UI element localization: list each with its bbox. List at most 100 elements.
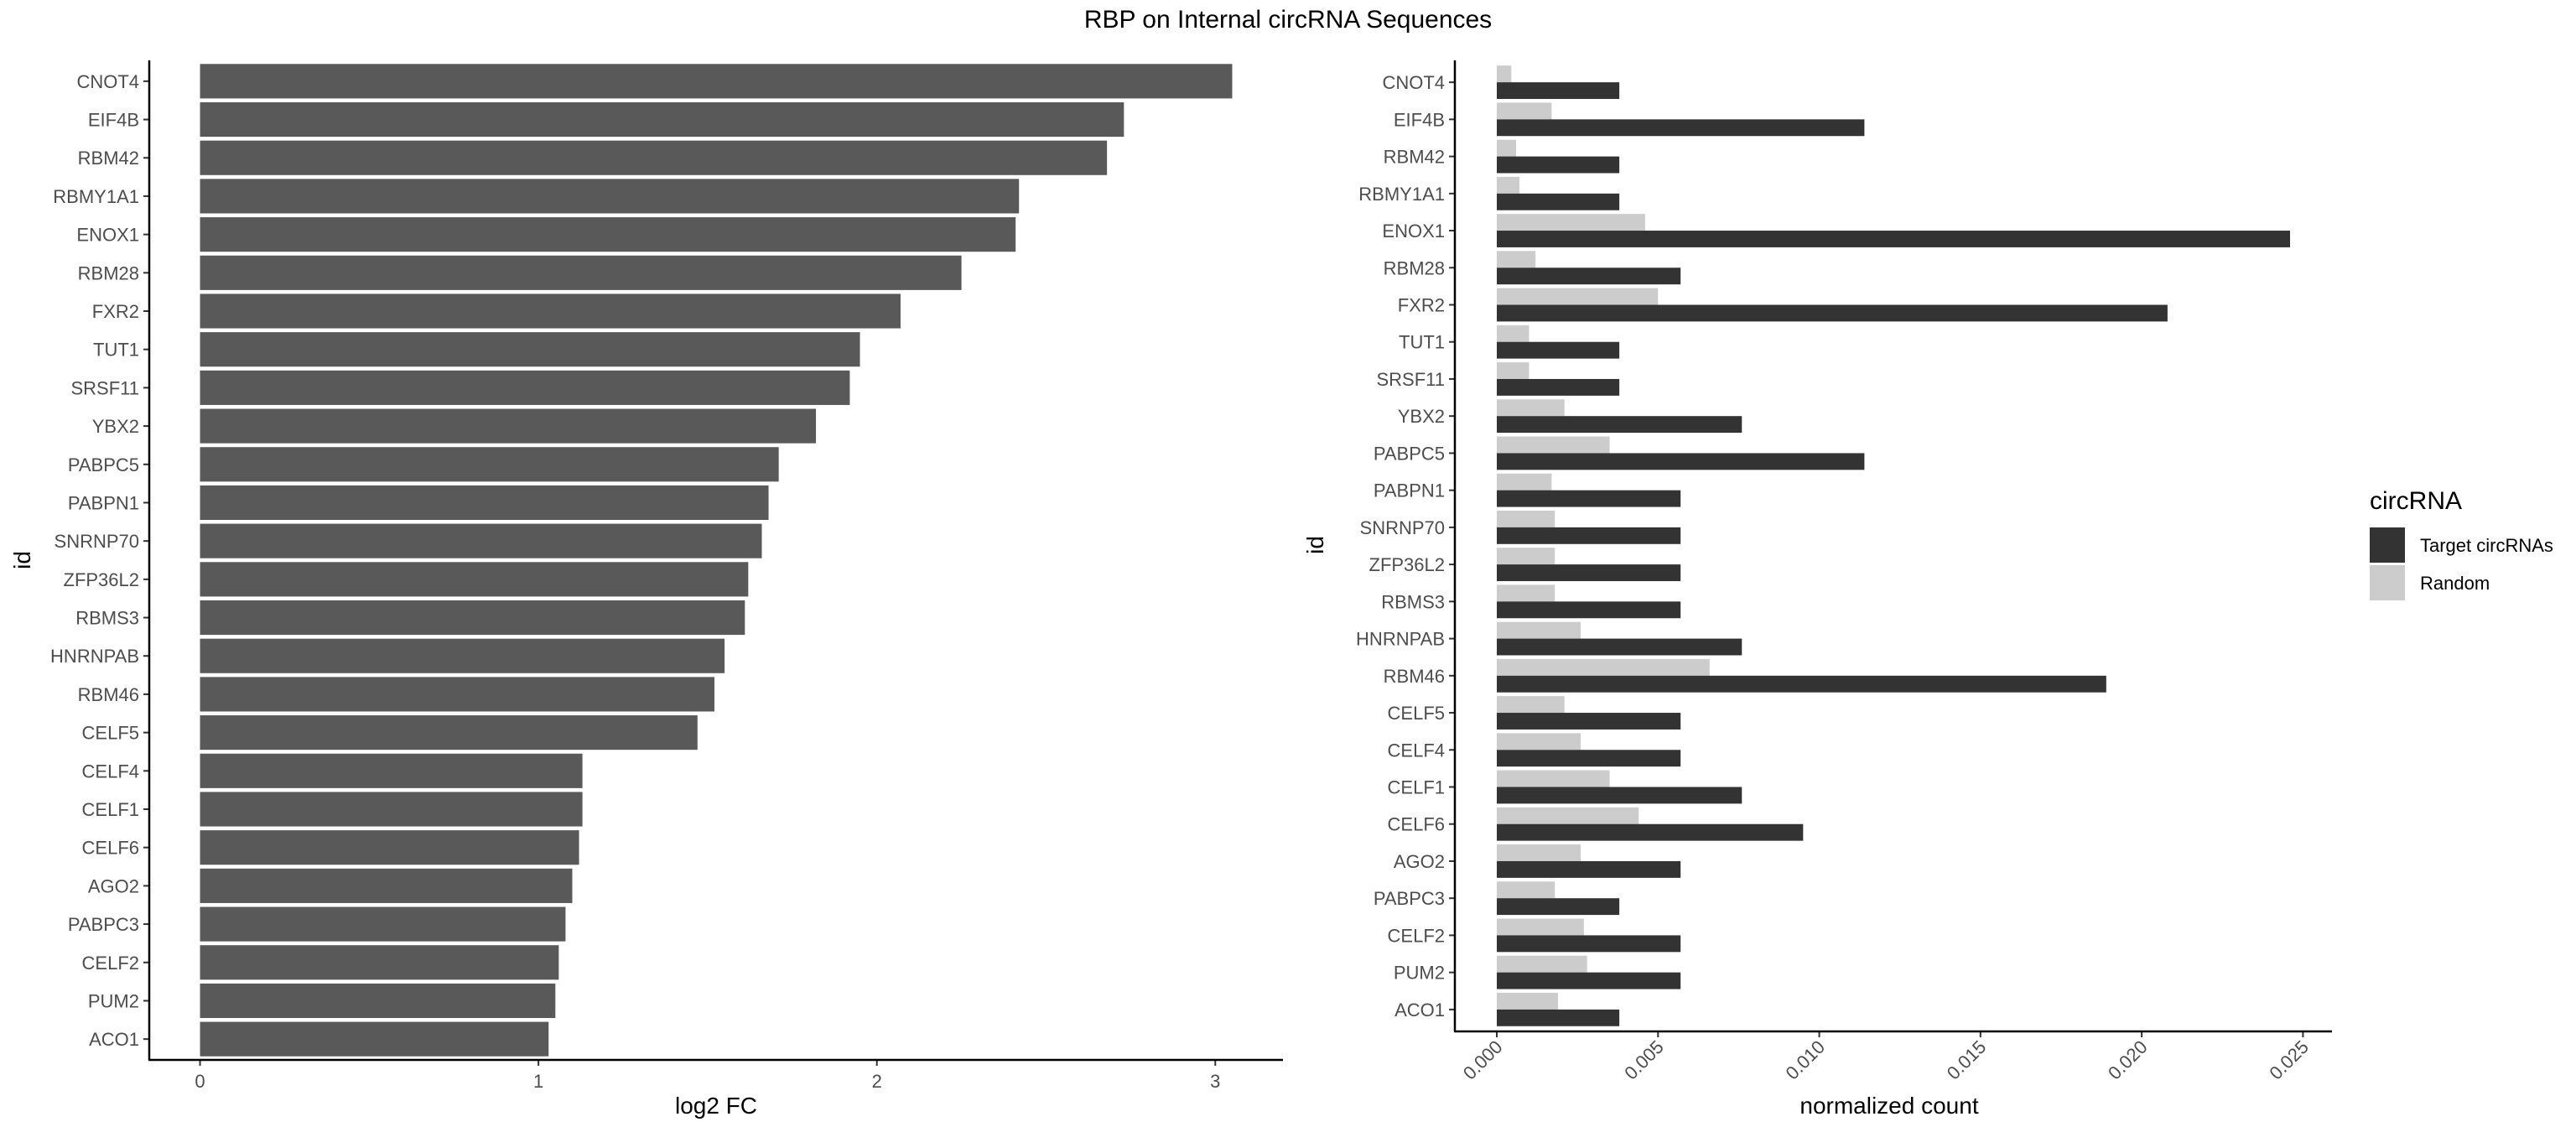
y-tick-label: AGO2 <box>88 875 139 896</box>
bar-target <box>1496 341 1620 359</box>
y-tick-label: ACO1 <box>89 1029 139 1050</box>
y-tick-label: FXR2 <box>92 301 139 322</box>
bar-random <box>1496 881 1555 899</box>
bar-target <box>1496 713 1681 730</box>
y-tick-label: FXR2 <box>1398 295 1445 316</box>
y-tick-label: EIF4B <box>1394 109 1445 130</box>
bar <box>200 906 566 942</box>
bar-target <box>1496 119 1865 137</box>
bar-random <box>1496 176 1519 194</box>
right-y-axis-title: id <box>1302 536 1328 554</box>
bar <box>200 255 962 290</box>
y-tick-label: PABPC3 <box>1374 888 1445 909</box>
y-tick-label: SRSF11 <box>1376 369 1445 390</box>
bar <box>200 1021 549 1057</box>
bar-random <box>1496 770 1610 787</box>
y-tick-label: CELF6 <box>82 838 139 859</box>
bar-target <box>1496 453 1865 470</box>
legend-label-target: Target circRNAs <box>2420 535 2553 556</box>
y-tick-label: CELF2 <box>1388 925 1445 946</box>
right-panel: CNOT4 EIF4B RBM42 RBMY1A1 ENOX1 RBM28 FXR2 TUT1… <box>1302 60 2332 1119</box>
bar-random <box>1496 473 1552 491</box>
bar-target <box>1496 193 1620 210</box>
bar-random <box>1496 102 1552 120</box>
bar-random <box>1496 139 1517 157</box>
y-tick-label: CELF1 <box>82 799 139 820</box>
y-tick-label: SNRNP70 <box>1360 517 1445 538</box>
x-tick-label: 0.000 <box>1459 1036 1507 1084</box>
bar-random <box>1496 436 1610 454</box>
legend-title: circRNA <box>2370 487 2462 515</box>
y-tick-label: TUT1 <box>1399 332 1445 353</box>
y-tick-label: CELF5 <box>1388 703 1445 724</box>
bar-random <box>1496 807 1639 824</box>
bar-target <box>1496 787 1742 804</box>
bar-target <box>1496 490 1681 507</box>
chart-title: RBP on Internal circRNA Sequences <box>1084 6 1492 34</box>
bar-target <box>1496 638 1742 656</box>
bar-random <box>1496 918 1584 936</box>
y-tick-label: SRSF11 <box>70 377 139 398</box>
bar-target <box>1496 860 1681 878</box>
x-tick-label: 0 <box>195 1071 205 1092</box>
y-tick-label: CNOT4 <box>76 71 139 92</box>
bar-random <box>1496 325 1530 342</box>
bar-random <box>1496 955 1587 973</box>
y-tick-label: ZFP36L2 <box>64 569 140 590</box>
y-tick-label: YBX2 <box>1398 406 1445 427</box>
bar <box>200 868 573 903</box>
y-tick-label: CELF6 <box>1388 814 1445 835</box>
y-tick-label: PABPC5 <box>1374 443 1445 464</box>
bar-target <box>1496 972 1681 989</box>
bar-random <box>1496 548 1555 565</box>
bar-target <box>1496 601 1681 619</box>
x-tick-label: 0.020 <box>2104 1036 2152 1084</box>
bar <box>200 600 745 636</box>
bar <box>200 485 769 521</box>
bar-target <box>1496 675 2106 693</box>
y-tick-label: ZFP36L2 <box>1369 554 1446 575</box>
bar <box>200 179 1020 214</box>
bar-random <box>1496 584 1555 602</box>
bar-random <box>1496 658 1710 676</box>
bar <box>200 140 1108 175</box>
bar-target <box>1496 156 1620 174</box>
legend: circRNA Target circRNAs Random <box>2370 487 2553 600</box>
y-tick-label: CELF4 <box>1388 740 1445 761</box>
y-tick-label: RBM28 <box>78 262 139 283</box>
bar-target <box>1496 823 1804 841</box>
y-tick-label: RBMY1A1 <box>53 186 139 207</box>
left-y-axis-title: id <box>9 551 35 569</box>
bar-random <box>1496 844 1581 861</box>
y-tick-label: TUT1 <box>93 340 139 361</box>
bar-random <box>1496 65 1512 83</box>
bar-target <box>1496 1009 1620 1026</box>
y-tick-label: PUM2 <box>1394 963 1445 984</box>
y-tick-label: PABPN1 <box>1374 480 1445 501</box>
bar-target <box>1496 304 2168 322</box>
bar <box>200 638 725 673</box>
y-tick-label: RBM46 <box>78 684 139 705</box>
bar-random <box>1496 399 1565 417</box>
bar <box>200 945 559 980</box>
y-tick-label: HNRNPAB <box>1356 629 1445 650</box>
bar-random <box>1496 733 1581 750</box>
bar <box>200 101 1124 138</box>
bar-target <box>1496 564 1681 582</box>
y-tick-label: CELF4 <box>82 761 139 782</box>
y-tick-label: CNOT4 <box>1382 72 1445 93</box>
x-tick-label: 0.010 <box>1781 1036 1829 1084</box>
y-tick-label: PABPC3 <box>68 914 139 935</box>
y-tick-label: RBM46 <box>1384 666 1445 687</box>
bar-target <box>1496 82 1620 100</box>
y-tick-label: RBM42 <box>78 148 139 169</box>
y-tick-label: PABPN1 <box>68 492 139 513</box>
bar-target <box>1496 267 1681 285</box>
bar-random <box>1496 214 1645 231</box>
bar <box>200 293 901 329</box>
x-tick-label: 1 <box>533 1071 543 1092</box>
bar-random <box>1496 992 1559 1010</box>
bar-target <box>1496 750 1681 767</box>
bar-target <box>1496 416 1742 434</box>
y-tick-label: ACO1 <box>1394 1000 1445 1021</box>
